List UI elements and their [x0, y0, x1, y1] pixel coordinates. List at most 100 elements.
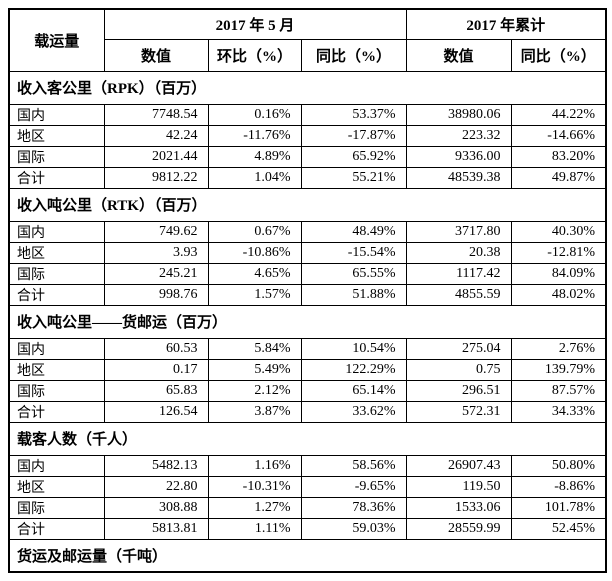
section-title: 货运及邮运量（千吨） — [8, 538, 607, 573]
cell-value: 139.79% — [510, 358, 607, 381]
table-row: 合计 126.54 3.87% 33.62% 572.31 34.33% — [8, 400, 607, 423]
cell-value: -11.76% — [207, 124, 302, 147]
cell-value: 119.50 — [405, 475, 512, 498]
table-row: 合计 5813.81 1.11% 59.03% 28559.99 52.45% — [8, 517, 607, 540]
column-header-may-mom: 环比（%） — [207, 38, 302, 72]
section-title: 载客人数（千人） — [8, 421, 607, 456]
cell-value: 0.67% — [207, 220, 302, 243]
cell-value: 48.49% — [300, 220, 407, 243]
cell-value: 1117.42 — [405, 262, 512, 285]
section-title: 收入客公里（RPK）（百万） — [8, 70, 607, 105]
cell-value: 3.87% — [207, 400, 302, 423]
section-header-row: 收入吨公里——货邮运（百万） — [8, 304, 607, 339]
cell-value: 1.16% — [207, 454, 302, 477]
cell-value: 572.31 — [405, 400, 512, 423]
cell-value: 122.29% — [300, 358, 407, 381]
cell-value: 42.24 — [103, 124, 209, 147]
table-row: 国际 308.88 1.27% 78.36% 1533.06 101.78% — [8, 496, 607, 519]
row-label: 地区 — [8, 358, 105, 381]
cell-value: 1.57% — [207, 283, 302, 306]
cell-value: 3717.80 — [405, 220, 512, 243]
cell-value: 126.54 — [103, 400, 209, 423]
cell-value: 1533.06 — [405, 496, 512, 519]
table-row: 国内 5482.13 1.16% 58.56% 26907.43 50.80% — [8, 454, 607, 477]
cell-value: 83.20% — [510, 145, 607, 168]
cell-value: 749.62 — [103, 220, 209, 243]
row-label: 地区 — [8, 241, 105, 264]
cell-value: 0.17 — [103, 358, 209, 381]
cell-value: 48.02% — [510, 283, 607, 306]
cell-value: 53.37% — [300, 103, 407, 126]
cell-value: 65.83 — [103, 379, 209, 402]
cell-value: 65.14% — [300, 379, 407, 402]
cell-value: 4.65% — [207, 262, 302, 285]
header-row-groups: 载运量 2017 年 5 月 2017 年累计 — [8, 8, 607, 72]
cell-value: 308.88 — [103, 496, 209, 519]
cell-value: 78.36% — [300, 496, 407, 519]
cell-value: 26907.43 — [405, 454, 512, 477]
cell-value: 101.78% — [510, 496, 607, 519]
cell-value: 28559.99 — [405, 517, 512, 540]
cell-value: 55.21% — [300, 166, 407, 189]
table-row: 国内 7748.54 0.16% 53.37% 38980.06 44.22% — [8, 103, 607, 126]
row-label: 合计 — [8, 166, 105, 189]
table-row: 地区 42.24 -11.76% -17.87% 223.32 -14.66% — [8, 124, 607, 147]
cell-value: 20.38 — [405, 241, 512, 264]
cell-value: 1.11% — [207, 517, 302, 540]
cell-value: -10.31% — [207, 475, 302, 498]
column-header-cum-value: 数值 — [405, 38, 512, 72]
cell-value: 2021.44 — [103, 145, 209, 168]
row-label: 国内 — [8, 220, 105, 243]
cell-value: 52.45% — [510, 517, 607, 540]
cell-value: 60.53 — [103, 337, 209, 360]
table-row: 国内 60.53 5.84% 10.54% 275.04 2.76% — [8, 337, 607, 360]
cell-value: 4855.59 — [405, 283, 512, 306]
cell-value: 51.88% — [300, 283, 407, 306]
cell-value: -10.86% — [207, 241, 302, 264]
cell-value: 0.75 — [405, 358, 512, 381]
row-label: 国际 — [8, 379, 105, 402]
table-row: 国际 245.21 4.65% 65.55% 1117.42 84.09% — [8, 262, 607, 285]
cell-value: -8.86% — [510, 475, 607, 498]
row-label: 地区 — [8, 475, 105, 498]
column-group-may-2017: 2017 年 5 月 — [103, 8, 407, 40]
traffic-statistics-table: 载运量 2017 年 5 月 2017 年累计 数值 环比（%） 同比（%） 数… — [8, 8, 608, 573]
section-title: 收入吨公里（RTK）（百万） — [8, 187, 607, 222]
header-row-subcolumns: 数值 环比（%） 同比（%） 数值 同比（%） — [9, 38, 607, 72]
table-row: 合计 998.76 1.57% 51.88% 4855.59 48.02% — [8, 283, 607, 306]
cell-value: 9812.22 — [103, 166, 209, 189]
cell-value: 5.49% — [207, 358, 302, 381]
row-label: 合计 — [8, 283, 105, 306]
cell-value: 1.04% — [207, 166, 302, 189]
table-row: 地区 0.17 5.49% 122.29% 0.75 139.79% — [8, 358, 607, 381]
row-label: 国内 — [8, 454, 105, 477]
cell-value: 9336.00 — [405, 145, 512, 168]
cell-value: -12.81% — [510, 241, 607, 264]
cell-value: -15.54% — [300, 241, 407, 264]
cell-value: 58.56% — [300, 454, 407, 477]
row-label: 国际 — [8, 145, 105, 168]
column-header-may-value: 数值 — [103, 38, 209, 72]
cell-value: -17.87% — [300, 124, 407, 147]
cell-value: 87.57% — [510, 379, 607, 402]
cell-value: 34.33% — [510, 400, 607, 423]
section-header-row: 收入吨公里（RTK）（百万） — [8, 187, 607, 222]
cell-value: 0.16% — [207, 103, 302, 126]
cell-value: 998.76 — [103, 283, 209, 306]
row-label: 国内 — [8, 103, 105, 126]
table-row: 地区 3.93 -10.86% -15.54% 20.38 -12.81% — [8, 241, 607, 264]
table-row: 国际 2021.44 4.89% 65.92% 9336.00 83.20% — [8, 145, 607, 168]
table-row: 合计 9812.22 1.04% 55.21% 48539.38 49.87% — [8, 166, 607, 189]
column-header-may-yoy: 同比（%） — [300, 38, 407, 72]
cell-value: 5482.13 — [103, 454, 209, 477]
cell-value: -14.66% — [510, 124, 607, 147]
cell-value: 38980.06 — [405, 103, 512, 126]
section-header-row: 货运及邮运量（千吨） — [8, 538, 607, 573]
cell-value: 2.76% — [510, 337, 607, 360]
cell-value: 10.54% — [300, 337, 407, 360]
cell-value: 2.12% — [207, 379, 302, 402]
cell-value: 65.55% — [300, 262, 407, 285]
cell-value: 5813.81 — [103, 517, 209, 540]
cell-value: 59.03% — [300, 517, 407, 540]
